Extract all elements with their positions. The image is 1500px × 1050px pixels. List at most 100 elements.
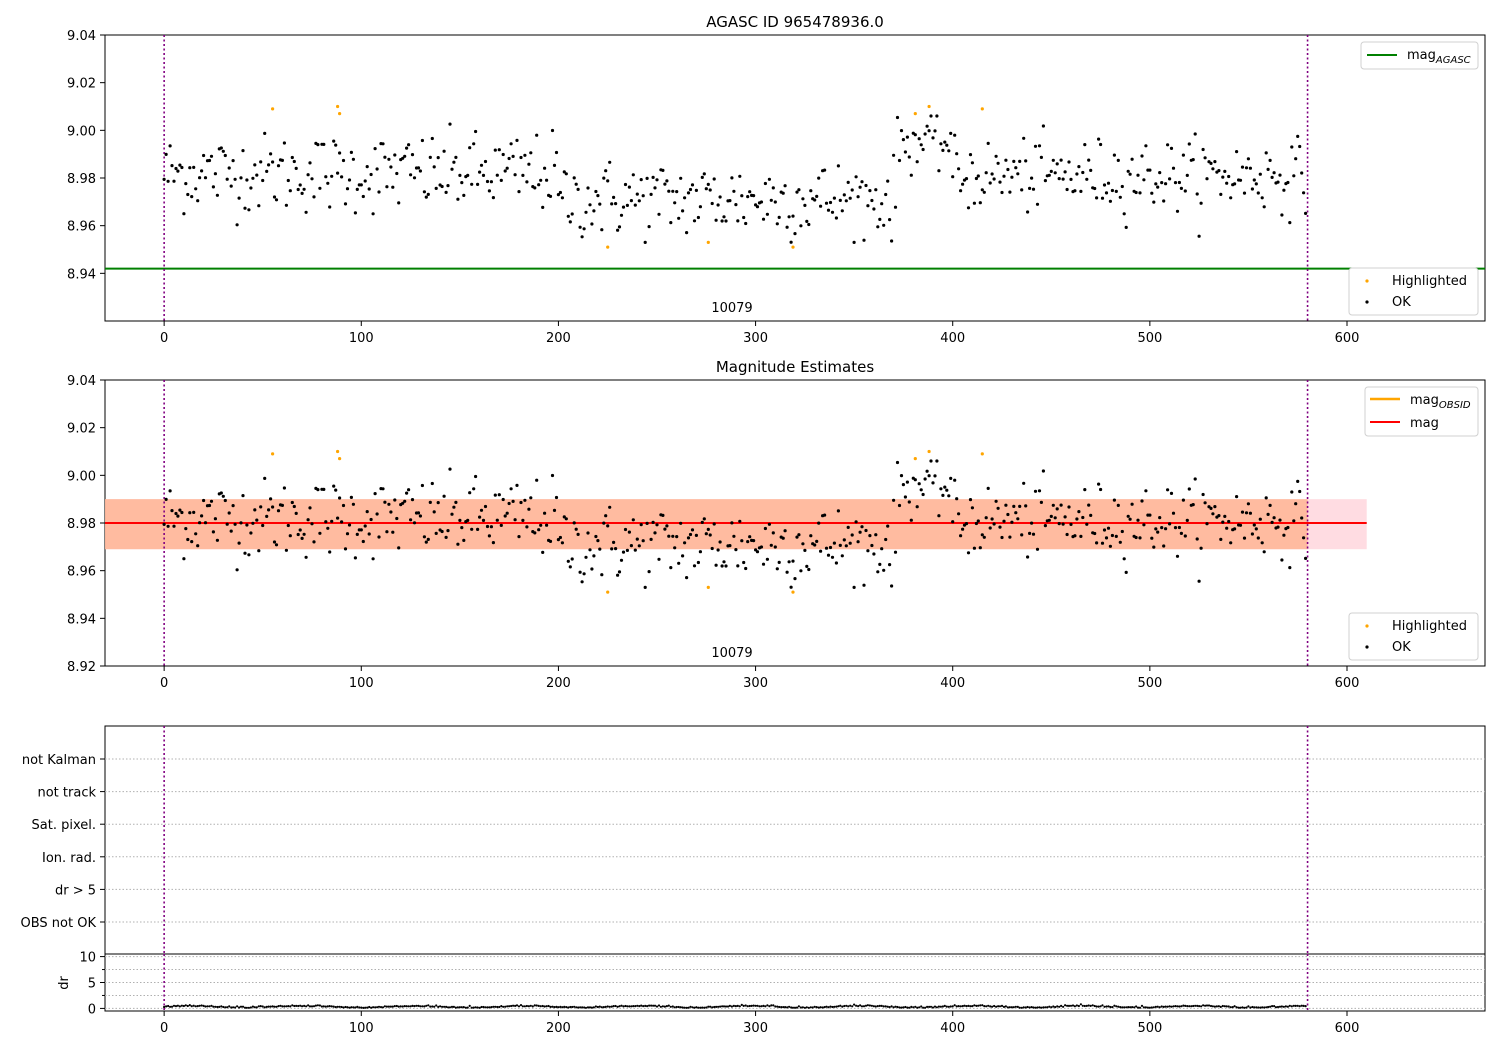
highlighted-point (336, 104, 340, 109)
ok-point (572, 176, 576, 180)
ok-point (269, 152, 273, 156)
ok-point (639, 178, 643, 182)
ok-point (755, 550, 760, 554)
ok-point (690, 183, 695, 187)
dr-point (841, 1005, 844, 1008)
highlighted-point (913, 457, 917, 461)
ok-point (742, 215, 746, 220)
dr-point (626, 1005, 629, 1008)
dr-point (1052, 1005, 1055, 1008)
ok-point (1138, 191, 1142, 195)
ok-point (943, 485, 947, 489)
ok-point (775, 567, 779, 571)
ok-point (765, 557, 770, 561)
ok-point (566, 214, 570, 218)
y-tick-label: 9.00 (67, 124, 96, 139)
dr-point (853, 1003, 856, 1006)
dr-point (878, 1004, 881, 1008)
obsid-annotation: 10079 (711, 301, 752, 316)
ok-point (1272, 171, 1276, 175)
ok-point (434, 531, 438, 536)
ok-point (1039, 155, 1043, 159)
ok-point (783, 184, 787, 188)
ok-point (617, 570, 622, 574)
dr-point (738, 1005, 741, 1008)
ok-point (1138, 536, 1142, 540)
ok-point (1244, 511, 1249, 515)
ok-point (511, 499, 515, 503)
ok-point (1114, 534, 1118, 539)
ok-point (292, 159, 296, 164)
highlighted-points (271, 449, 984, 594)
dr-point (665, 1005, 669, 1008)
dr-point (1030, 1006, 1033, 1009)
ok-point (470, 182, 474, 186)
ok-point (633, 203, 637, 207)
ok-point (1238, 178, 1243, 182)
dr-point (308, 1005, 312, 1008)
ok-point (1162, 199, 1166, 203)
dr-point (224, 1006, 227, 1009)
dr-point (1111, 1006, 1114, 1009)
ok-point (1059, 158, 1063, 162)
ok-point (917, 482, 921, 486)
ok-point (1181, 498, 1185, 502)
ok-point (282, 141, 286, 145)
ok-point (1254, 182, 1258, 186)
ok-point (1171, 166, 1176, 170)
dr-point (210, 1004, 213, 1007)
dr-point (545, 1005, 548, 1008)
dr-point (374, 1006, 377, 1009)
ok-point (795, 535, 799, 539)
dr-point (1150, 1006, 1153, 1009)
dr-point (715, 1005, 718, 1009)
dr-point (165, 1005, 168, 1008)
dr-point (855, 1004, 858, 1007)
ok-point (1035, 202, 1040, 206)
ok-point (838, 543, 842, 548)
dr-point (1198, 1005, 1201, 1008)
dr-point (478, 1006, 481, 1009)
dr-point (963, 1004, 966, 1007)
dr-point (573, 1005, 576, 1008)
ok-point (1154, 527, 1158, 531)
ok-point (1240, 510, 1245, 514)
ok-point (791, 214, 795, 218)
ok-point (1302, 191, 1306, 195)
ok-point (718, 195, 722, 199)
ok-point (198, 521, 202, 525)
dr-point (606, 1005, 609, 1008)
ok-point (393, 153, 397, 157)
ok-point (316, 488, 320, 492)
ok-point (458, 518, 462, 523)
ok-point (1300, 516, 1304, 520)
dr-point (1136, 1006, 1140, 1009)
ok-point (1061, 177, 1065, 181)
ok-point (211, 530, 215, 534)
ok-point (1093, 531, 1097, 536)
legend-marker-ok (1365, 300, 1369, 304)
ok-point (229, 529, 233, 533)
dr-point (997, 1005, 1000, 1008)
ok-point (746, 195, 750, 199)
ok-point (341, 158, 346, 163)
axes-frame (104, 725, 1486, 955)
y-tick-label: 10 (79, 951, 96, 966)
ok-point (383, 500, 387, 504)
ok-point (489, 525, 493, 529)
dr-point (437, 1005, 440, 1009)
ok-point (434, 186, 438, 190)
ok-point (387, 502, 391, 506)
ok-point (166, 179, 170, 183)
ok-point (428, 155, 432, 159)
ok-point (403, 154, 407, 158)
ok-point (420, 483, 424, 488)
ok-point (1116, 503, 1120, 507)
dr-point (1144, 1006, 1147, 1009)
ok-point (306, 173, 310, 177)
ok-point (742, 560, 746, 565)
dr-point (740, 1003, 743, 1007)
ok-point (359, 183, 363, 187)
ok-point (178, 163, 182, 167)
ok-point (915, 160, 919, 164)
